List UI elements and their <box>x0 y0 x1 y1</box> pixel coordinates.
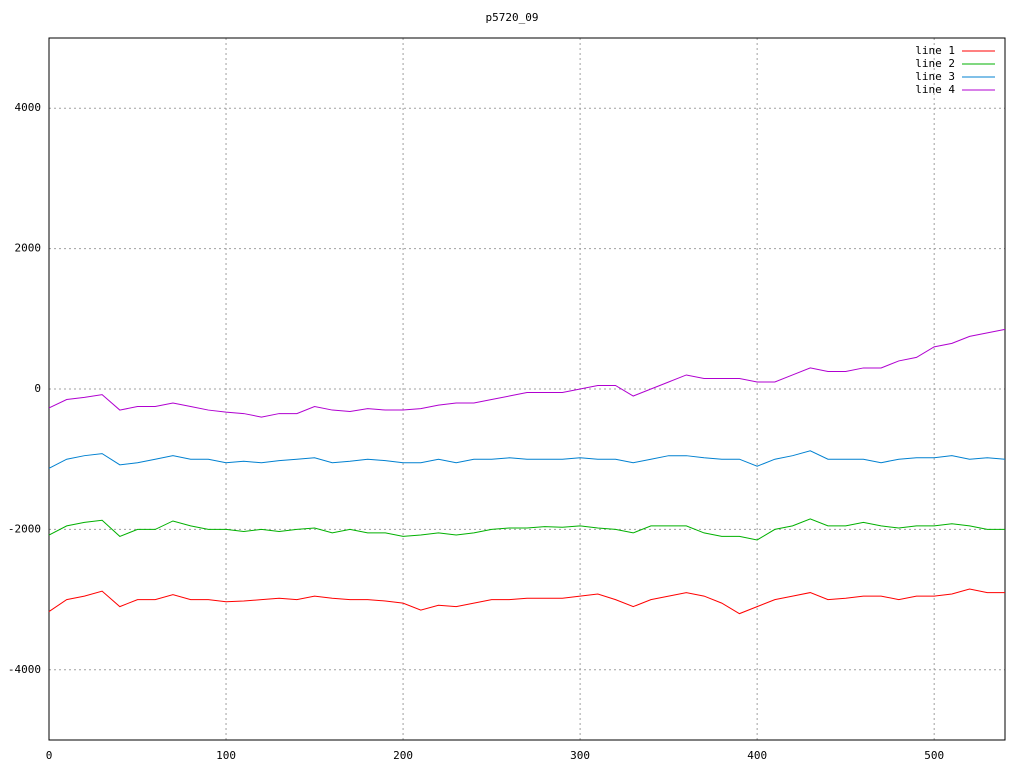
x-tick-label: 300 <box>570 749 590 762</box>
legend-label: line 3 <box>915 70 955 83</box>
y-tick-label: -2000 <box>8 522 41 535</box>
legend-label: line 2 <box>915 57 955 70</box>
x-tick-label: 200 <box>393 749 413 762</box>
series-line <box>48 518 1005 541</box>
series-line <box>48 588 1005 615</box>
series-line <box>48 328 1006 418</box>
y-tick-label: 2000 <box>15 242 42 255</box>
x-tick-label: 0 <box>46 749 53 762</box>
y-tick-label: -4000 <box>8 663 41 676</box>
y-tick-label: 0 <box>34 382 41 395</box>
x-tick-label: 400 <box>747 749 767 762</box>
plot-frame <box>48 37 1006 741</box>
legend-label: line 1 <box>915 44 955 57</box>
x-tick-label: 100 <box>216 749 236 762</box>
chart-title: p5720_09 <box>486 11 539 24</box>
y-tick-label: 4000 <box>15 101 42 114</box>
legend-label: line 4 <box>915 83 955 96</box>
series-line <box>48 450 1006 469</box>
x-tick-label: 500 <box>924 749 944 762</box>
